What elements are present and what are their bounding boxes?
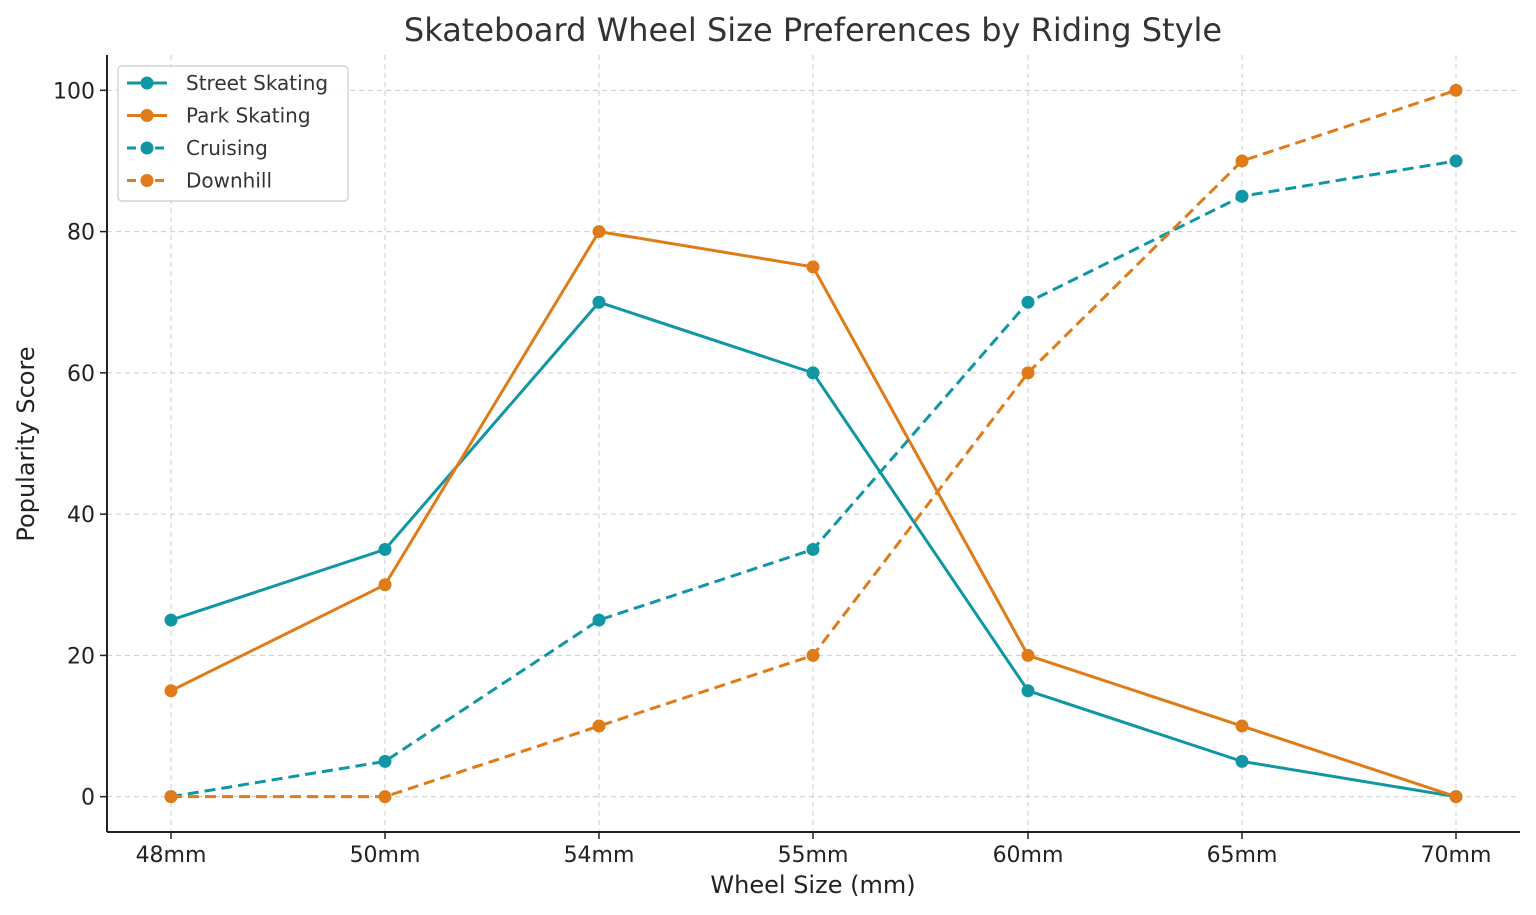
data-point-cruising — [1021, 295, 1035, 309]
legend: Street Skating Park Skating Cruising Downhi… — [117, 65, 349, 202]
y-tick-label: 40 — [67, 503, 95, 528]
data-point-park-skating — [806, 260, 820, 274]
legend-item-street-skating: Street Skating — [127, 71, 328, 95]
legend-marker — [140, 109, 154, 122]
data-point-street-skating — [806, 366, 820, 380]
legend-label: Park Skating — [186, 104, 311, 128]
data-point-cruising — [378, 754, 392, 768]
legend-item-cruising: Cruising — [127, 136, 268, 160]
grid-lines — [107, 55, 1520, 832]
y-axis-label: Popularity Score — [12, 346, 40, 541]
data-point-street-skating — [1235, 754, 1249, 768]
chart-title: Skateboard Wheel Size Preferences by Rid… — [404, 11, 1222, 49]
x-tick-label: 54mm — [564, 843, 635, 868]
data-point-downhill — [378, 790, 392, 804]
series-cruising — [164, 154, 1463, 804]
data-point-downhill — [592, 719, 606, 733]
legend-marker — [140, 174, 154, 187]
legend-item-park-skating: Park Skating — [127, 104, 311, 128]
legend-label: Cruising — [186, 136, 268, 160]
data-point-street-skating — [164, 613, 178, 627]
y-tick-label: 0 — [81, 786, 95, 811]
data-point-park-skating — [164, 684, 178, 698]
series-downhill — [164, 83, 1463, 804]
data-point-downhill — [1235, 154, 1249, 168]
data-point-cruising — [1235, 189, 1249, 203]
data-point-downhill — [1021, 366, 1035, 380]
data-point-cruising — [1449, 154, 1463, 168]
legend-item-downhill: Downhill — [127, 169, 272, 193]
x-axis-label: Wheel Size (mm) — [710, 871, 915, 899]
data-point-park-skating — [1449, 790, 1463, 804]
x-tick-label: 50mm — [350, 843, 421, 868]
x-tick-label: 48mm — [136, 843, 207, 868]
y-tick-label: 100 — [53, 79, 95, 104]
data-point-park-skating — [1235, 719, 1249, 733]
data-point-cruising — [592, 613, 606, 627]
legend-box — [117, 65, 349, 202]
y-tick-label: 60 — [67, 362, 95, 387]
legend-label: Downhill — [186, 169, 272, 193]
series-street-skating — [164, 295, 1463, 804]
legend-marker — [140, 141, 154, 155]
y-tick-label: 80 — [67, 221, 95, 246]
x-tick-label: 55mm — [778, 843, 849, 868]
data-point-downhill — [1449, 83, 1463, 97]
y-tick-label: 20 — [67, 644, 95, 669]
legend-label: Street Skating — [186, 71, 328, 95]
data-point-park-skating — [592, 225, 606, 239]
series-park-skating — [164, 225, 1463, 804]
data-point-park-skating — [378, 578, 392, 592]
data-point-cruising — [806, 542, 820, 556]
tick-labels: 48mm 50mm 54mm 55mm 60mm 65mm 70mm 0 20 40 60 80 100 — [53, 79, 1491, 868]
data-point-park-skating — [1021, 648, 1035, 662]
data-point-downhill — [164, 790, 178, 804]
data-point-street-skating — [1021, 684, 1035, 698]
x-tick-label: 70mm — [1421, 843, 1492, 868]
legend-marker — [140, 76, 154, 90]
series-layer — [164, 83, 1463, 804]
x-tick-label: 65mm — [1207, 843, 1278, 868]
data-point-street-skating — [378, 542, 392, 556]
data-point-street-skating — [592, 295, 606, 309]
x-tick-label: 60mm — [993, 843, 1064, 868]
data-point-downhill — [806, 648, 820, 662]
